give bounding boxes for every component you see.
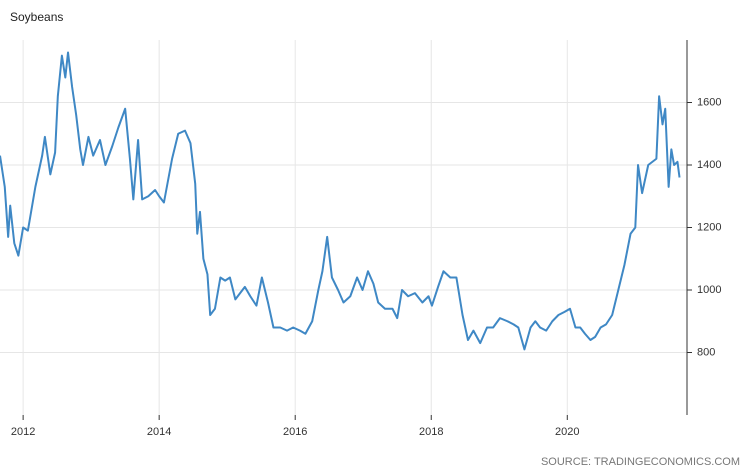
y-tick-label: 1400 (697, 159, 721, 171)
x-tick-label: 2014 (147, 426, 171, 438)
chart-title: Soybeans (10, 10, 63, 24)
x-tick-label: 2012 (11, 426, 35, 438)
x-tick-label: 2020 (555, 426, 579, 438)
x-tick-label: 2018 (419, 426, 443, 438)
y-tick-label: 1000 (697, 284, 721, 296)
y-tick-label: 1600 (697, 96, 721, 108)
source: SOURCE: TRADINGECONOMICS.COM (541, 456, 740, 468)
x-tick-label: 2016 (283, 426, 307, 438)
price-line (0, 51, 681, 351)
y-tick-label: 1200 (697, 221, 721, 233)
y-tick-label: 800 (697, 346, 715, 358)
